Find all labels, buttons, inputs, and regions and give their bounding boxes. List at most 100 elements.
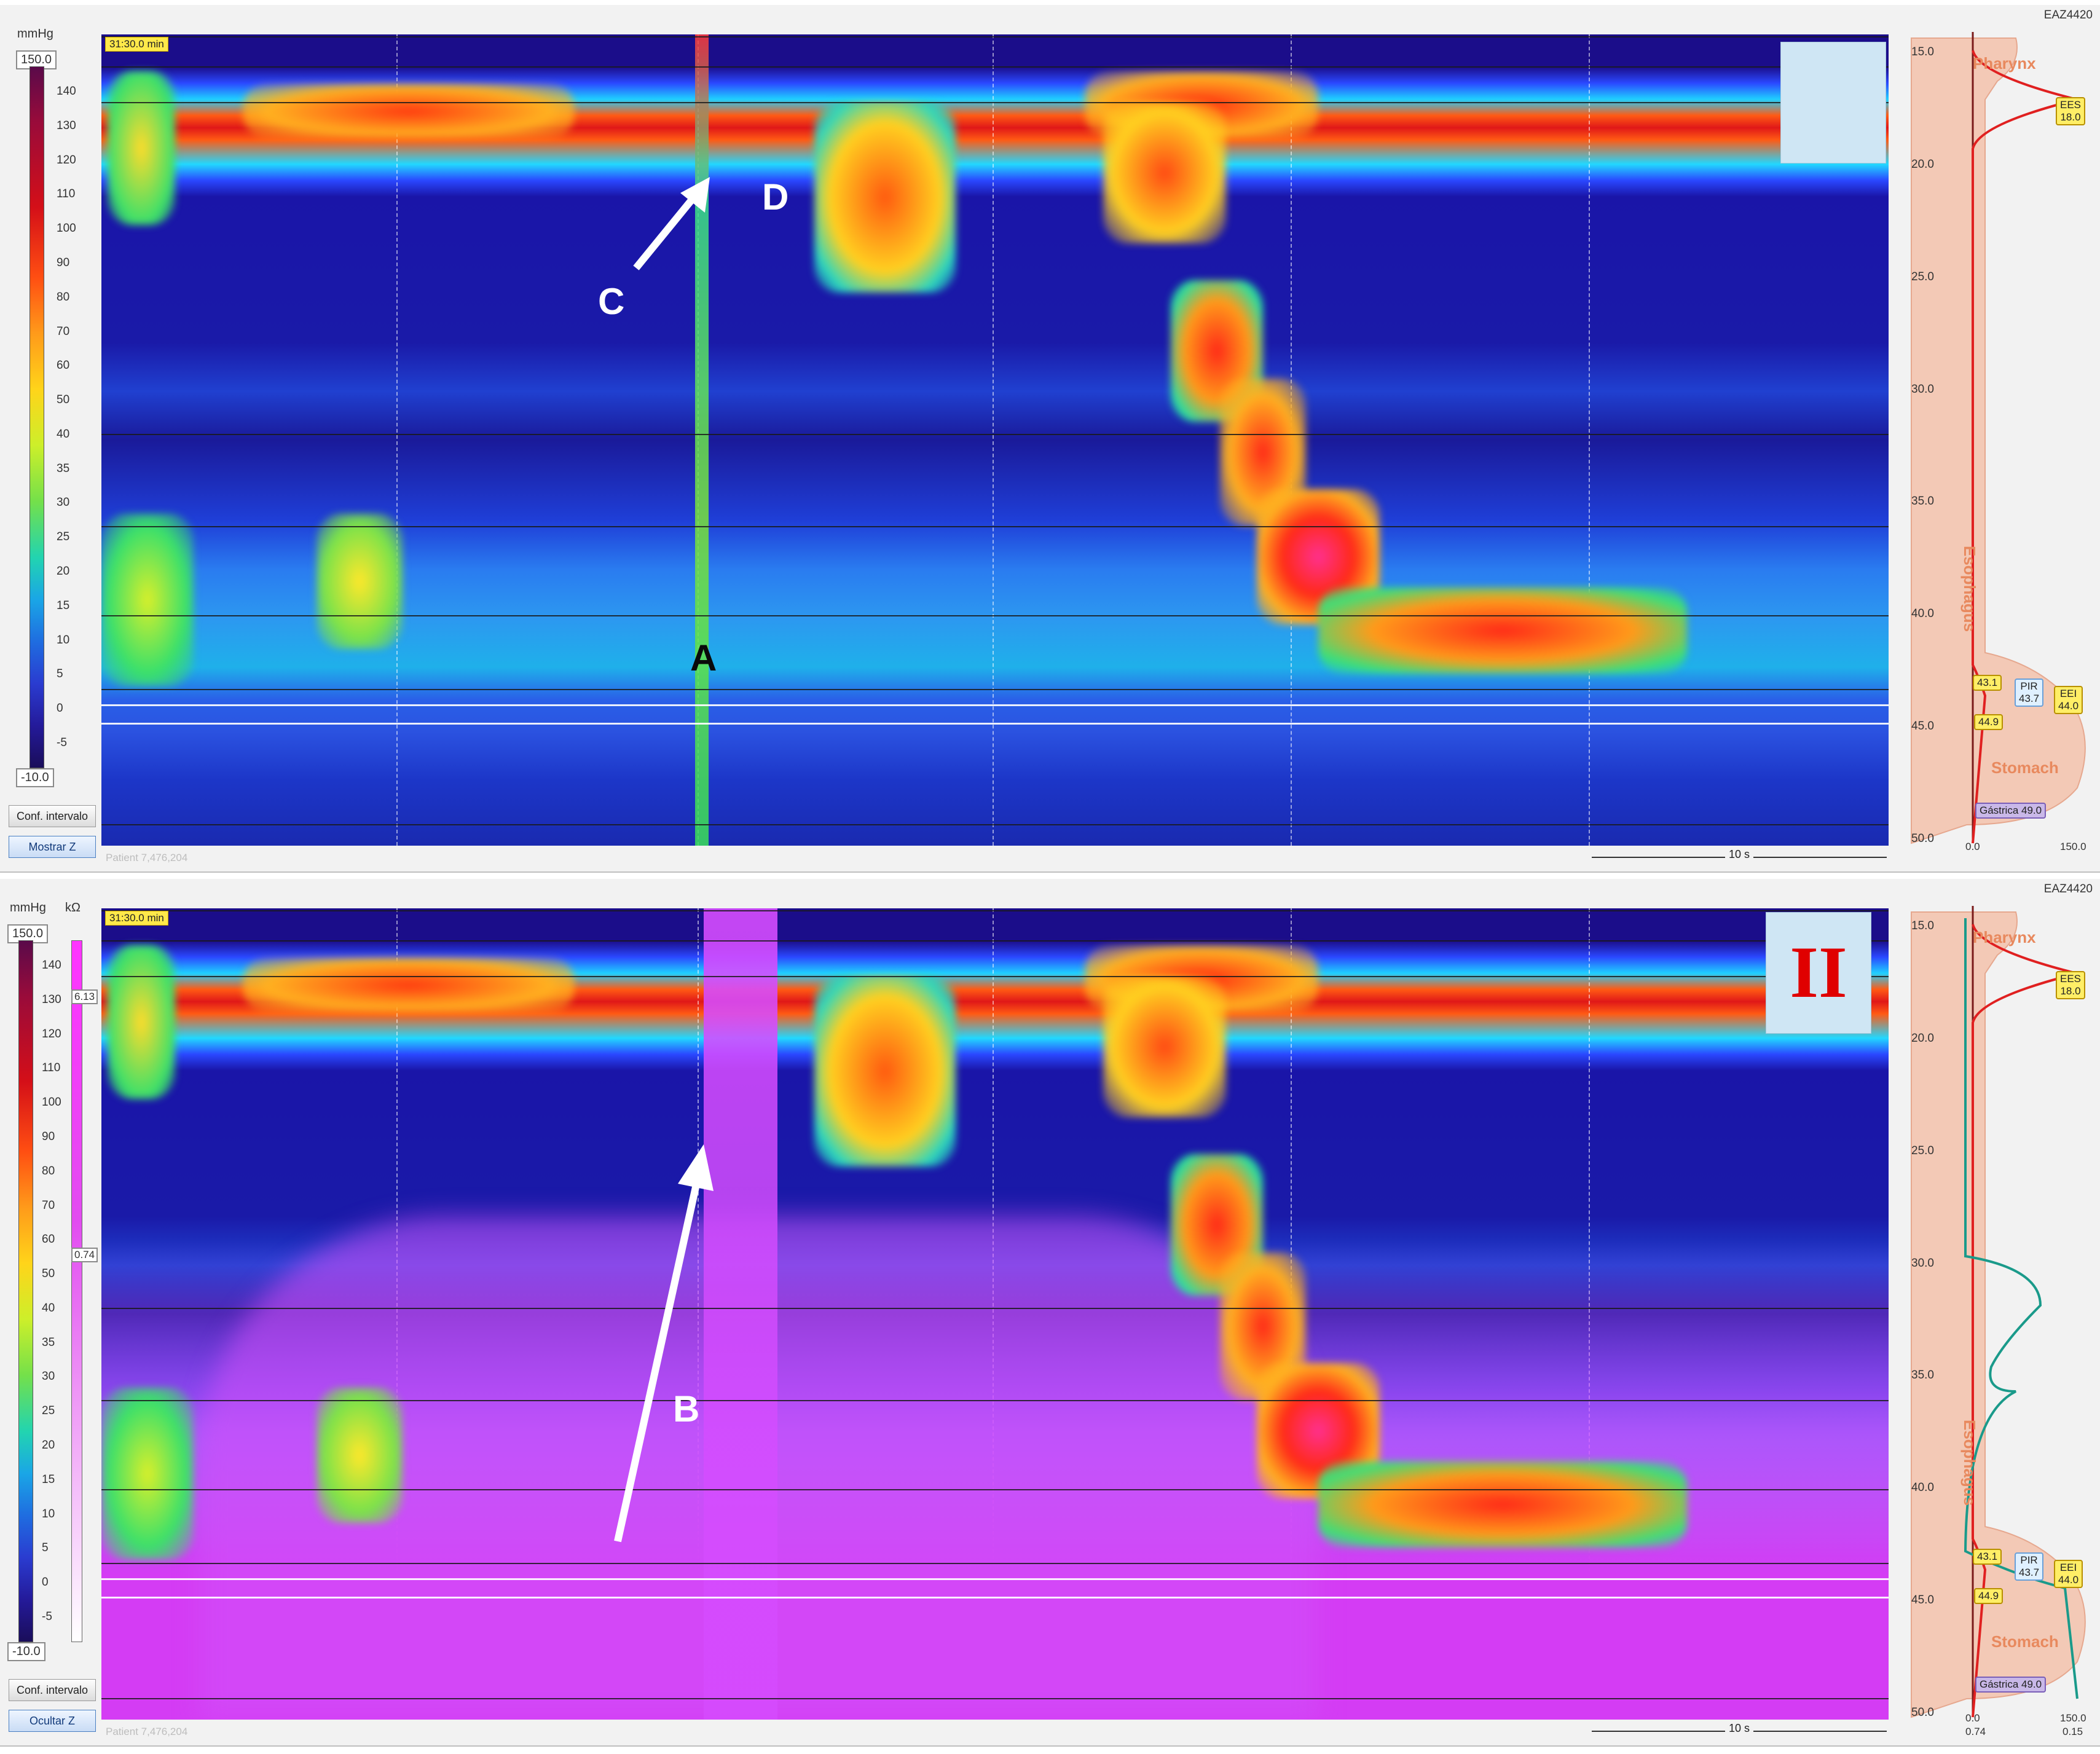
scale-tick-label: 0 (42, 1576, 49, 1589)
eei-tag[interactable]: EEI 44.0 (2054, 1560, 2083, 1588)
scale-tick-label: 60 (42, 1233, 55, 1246)
tag-431[interactable]: 43.1 (1973, 675, 2002, 691)
scale-tick-label: 100 (57, 222, 76, 235)
scale-tick-label: -5 (42, 1610, 52, 1623)
mostrar-z-button[interactable]: Mostrar Z (9, 836, 96, 858)
scale-min-box[interactable]: -10.0 (16, 768, 54, 787)
depth-label: 30.0 (1911, 1256, 1934, 1270)
unit-label-mmhg: mmHg (10, 901, 46, 914)
conf-intervalo-button[interactable]: Conf. intervalo (9, 805, 96, 827)
unit-label-mmhg: mmHg (17, 27, 53, 41)
depth-label: 15.0 (1911, 45, 1934, 58)
depth-label: 20.0 (1911, 1031, 1934, 1045)
sensor-line (101, 434, 1889, 435)
anatomy-column: EAZ4420 15.0 20.0 25.0 30.0 35.0 40.0 45.0 50.0… (1893, 879, 2100, 1745)
ocultar-z-button[interactable]: Ocultar Z (9, 1710, 96, 1732)
sensor-line (101, 1400, 1889, 1401)
ees-tag-value: 18.0 (2060, 985, 2081, 997)
scale-tick-label: 5 (57, 667, 63, 681)
scale-tick-label: 35 (42, 1335, 55, 1349)
pressure-color-scale (29, 66, 44, 768)
scale-tick-label: 50 (42, 1267, 55, 1281)
scale-tick-label: 70 (42, 1198, 55, 1212)
scale-max-box[interactable]: 150.0 (7, 924, 49, 943)
stomach-label: Stomach (1991, 1632, 2059, 1651)
sensor-line (101, 976, 1889, 977)
les-pressure-band (1318, 1461, 1687, 1548)
tag-431[interactable]: 43.1 (1973, 1549, 2002, 1565)
impedance-max-box[interactable]: 6.13 (71, 989, 98, 1004)
sensor-line-white (101, 723, 1889, 725)
pressure-impedance-heatmap[interactable]: 31:30.0 min B II (101, 908, 1889, 1720)
eei-tag-label: EEI (2059, 688, 2077, 699)
scale-min-box[interactable]: -10.0 (7, 1642, 45, 1661)
swallow-column (695, 34, 709, 846)
color-scale-column: mmHg 150.0 -10.0 140 130 120 110 100 90 80 70 60… (4, 5, 96, 871)
scale-tick-label: 10 (57, 633, 70, 647)
sensor-line (101, 910, 1889, 911)
depth-label: 15.0 (1911, 919, 1934, 932)
esophagus-label: Esophagus (1960, 546, 1979, 632)
pir-tag-value: 43.7 (2019, 1567, 2040, 1578)
pharynx-label: Pharynx (1973, 54, 2036, 73)
depth-label: 30.0 (1911, 382, 1934, 396)
anat-axis-left: 0.0 (1965, 1712, 1980, 1724)
ues-pressure-band (243, 958, 575, 1013)
scale-tick-label: 110 (57, 187, 76, 201)
gastrica-tag[interactable]: Gástrica 49.0 (1975, 803, 2047, 819)
scale-tick-label: 120 (42, 1027, 61, 1040)
time-gridline (396, 34, 398, 846)
sensor-line (101, 615, 1889, 616)
pressure-blob (317, 1388, 403, 1523)
scale-tick-label: 80 (42, 1164, 55, 1178)
depth-label: 45.0 (1911, 720, 1934, 733)
tag-449[interactable]: 44.9 (1974, 1588, 2004, 1604)
scalebar-label: 10 s (1724, 848, 1754, 861)
anat-axis-left: 0.0 (1965, 841, 1980, 852)
ees-tag[interactable]: EES 18.0 (2056, 97, 2086, 125)
device-id: EAZ4420 (2043, 9, 2093, 22)
sensor-line (101, 1698, 1889, 1699)
tag-449[interactable]: 44.9 (1974, 714, 2004, 730)
scale-tick-label: 60 (57, 359, 70, 372)
depth-label: 25.0 (1911, 1144, 1934, 1157)
scale-tick-label: 10 (42, 1507, 55, 1520)
scale-tick-label: 70 (57, 324, 70, 338)
pir-tag[interactable]: PIR 43.7 (2015, 1552, 2044, 1581)
pressure-blob (1103, 976, 1226, 1117)
time-gridline (1589, 34, 1590, 846)
marker-a: A (690, 637, 717, 678)
pir-tag[interactable]: PIR 43.7 (2015, 678, 2044, 707)
scale-tick-label: 80 (57, 290, 70, 304)
eei-tag-value: 44.0 (2058, 700, 2079, 712)
eei-tag-value: 44.0 (2058, 1574, 2079, 1586)
ees-tag-label: EES (2060, 99, 2082, 111)
scale-tick-label: 140 (57, 85, 76, 98)
time-scalebar: 10 s (1592, 848, 1887, 863)
scale-tick-label: 120 (57, 153, 76, 167)
depth-label: 25.0 (1911, 270, 1934, 283)
scale-tick-label: 25 (42, 1404, 55, 1418)
scale-max-box[interactable]: 150.0 (16, 50, 57, 69)
impedance-min-box[interactable]: 0.74 (71, 1248, 98, 1262)
ees-tag-value: 18.0 (2060, 111, 2081, 123)
conf-intervalo-button[interactable]: Conf. intervalo (9, 1679, 96, 1701)
pressure-blob (108, 945, 175, 1099)
eei-tag[interactable]: EEI 44.0 (2054, 686, 2083, 714)
scale-tick-label: 40 (57, 427, 70, 441)
pressure-blob (108, 71, 175, 225)
les-pressure-band (1318, 588, 1687, 674)
pressure-heatmap[interactable]: 31:30.0 min C D A (101, 34, 1889, 846)
scale-tick-label: 130 (42, 993, 61, 1006)
stomach-label: Stomach (1991, 758, 2059, 777)
scale-tick-label: 50 (57, 393, 70, 407)
gastrica-tag[interactable]: Gástrica 49.0 (1975, 1677, 2047, 1693)
scale-tick-label: 20 (42, 1439, 55, 1452)
scale-tick-label: 25 (57, 530, 70, 544)
ees-tag[interactable]: EES 18.0 (2056, 971, 2086, 999)
pir-tag-value: 43.7 (2019, 693, 2040, 704)
pressure-blob (317, 514, 403, 649)
pressure-blob (1103, 102, 1226, 243)
pressure-blob (814, 976, 956, 1166)
arrow-b (614, 1144, 714, 1543)
